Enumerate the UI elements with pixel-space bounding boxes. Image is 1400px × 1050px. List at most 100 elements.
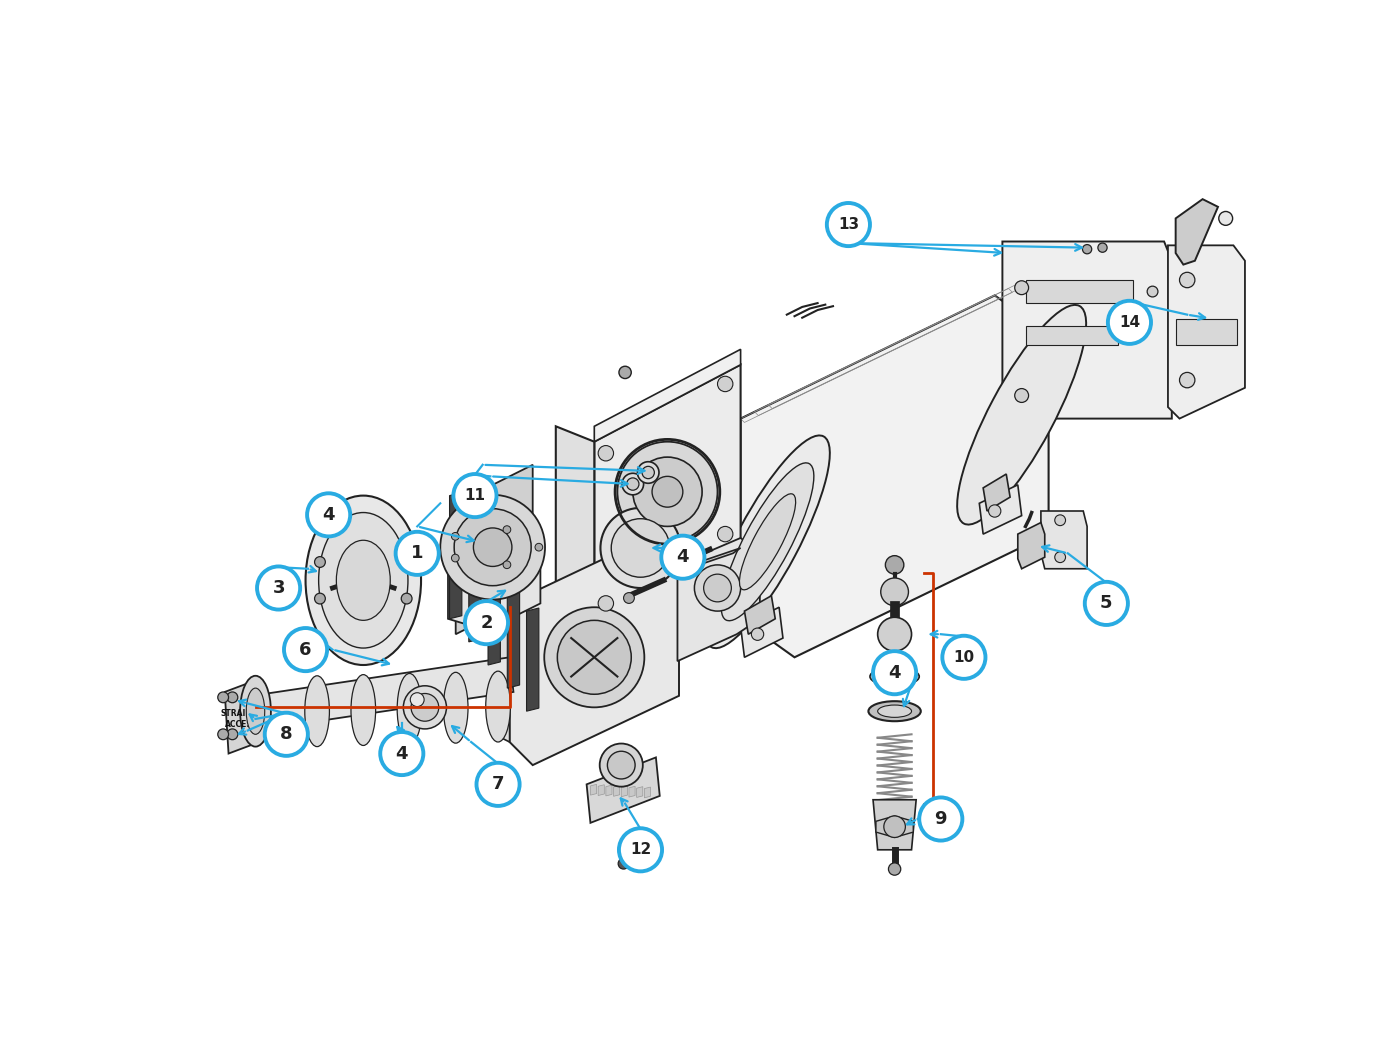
Text: 11: 11 <box>465 488 486 503</box>
Circle shape <box>218 692 228 702</box>
Circle shape <box>315 556 325 567</box>
Circle shape <box>265 713 308 756</box>
Circle shape <box>752 628 764 640</box>
Circle shape <box>503 561 511 569</box>
Polygon shape <box>741 295 1049 657</box>
Text: 2: 2 <box>480 613 493 632</box>
Circle shape <box>652 477 683 507</box>
Text: 7: 7 <box>491 775 504 794</box>
Text: 9: 9 <box>935 810 946 828</box>
Circle shape <box>227 692 238 702</box>
Circle shape <box>627 478 638 490</box>
Circle shape <box>315 593 325 604</box>
Circle shape <box>643 466 654 479</box>
Circle shape <box>1147 287 1158 297</box>
Circle shape <box>465 601 508 645</box>
Circle shape <box>599 743 643 786</box>
Polygon shape <box>876 816 913 838</box>
Text: 3: 3 <box>273 579 284 597</box>
Circle shape <box>1015 280 1029 295</box>
Circle shape <box>694 565 741 611</box>
Circle shape <box>473 528 512 566</box>
Circle shape <box>451 532 459 540</box>
Ellipse shape <box>305 496 421 665</box>
Ellipse shape <box>351 675 375 745</box>
Ellipse shape <box>336 541 391 621</box>
Polygon shape <box>745 595 776 634</box>
Polygon shape <box>489 550 500 665</box>
Circle shape <box>402 556 412 567</box>
Ellipse shape <box>739 494 795 590</box>
Polygon shape <box>1042 511 1086 569</box>
Polygon shape <box>510 534 679 765</box>
Polygon shape <box>629 786 636 797</box>
Ellipse shape <box>305 676 329 747</box>
Circle shape <box>827 203 869 246</box>
Text: STRAINER
ACCESS: STRAINER ACCESS <box>220 709 263 729</box>
Polygon shape <box>1176 318 1238 345</box>
Circle shape <box>619 858 629 869</box>
Text: 13: 13 <box>837 217 860 232</box>
Text: 4: 4 <box>676 548 689 566</box>
Circle shape <box>381 732 423 775</box>
Circle shape <box>454 474 497 518</box>
Ellipse shape <box>241 676 270 747</box>
Circle shape <box>617 442 717 542</box>
Circle shape <box>503 526 511 533</box>
Circle shape <box>633 457 703 526</box>
Circle shape <box>451 554 459 562</box>
Ellipse shape <box>486 671 511 742</box>
Circle shape <box>218 729 228 739</box>
Ellipse shape <box>878 705 911 717</box>
Polygon shape <box>587 757 659 823</box>
Polygon shape <box>678 538 760 662</box>
Text: 12: 12 <box>630 842 651 857</box>
Circle shape <box>258 566 300 610</box>
Polygon shape <box>591 784 596 795</box>
Circle shape <box>1098 243 1107 252</box>
Ellipse shape <box>612 519 669 578</box>
Circle shape <box>396 531 438 575</box>
Circle shape <box>637 462 659 483</box>
Text: 14: 14 <box>1119 315 1140 330</box>
Polygon shape <box>983 474 1011 511</box>
Circle shape <box>1082 245 1092 254</box>
Circle shape <box>598 595 613 611</box>
Polygon shape <box>613 785 620 796</box>
Circle shape <box>608 751 636 779</box>
Ellipse shape <box>721 463 813 621</box>
Circle shape <box>412 693 438 721</box>
Polygon shape <box>606 785 612 796</box>
Circle shape <box>889 863 900 876</box>
Circle shape <box>661 536 704 579</box>
Polygon shape <box>1025 280 1134 303</box>
Ellipse shape <box>246 688 265 734</box>
Circle shape <box>669 562 680 572</box>
Ellipse shape <box>869 668 920 686</box>
Polygon shape <box>507 580 519 688</box>
Polygon shape <box>594 364 741 627</box>
Polygon shape <box>679 554 703 564</box>
Circle shape <box>988 505 1001 518</box>
Circle shape <box>942 635 986 679</box>
Circle shape <box>1179 272 1196 288</box>
Polygon shape <box>741 607 783 657</box>
Circle shape <box>704 574 731 602</box>
Ellipse shape <box>444 672 468 743</box>
Circle shape <box>623 592 634 604</box>
Circle shape <box>410 693 424 707</box>
Circle shape <box>717 376 734 392</box>
Circle shape <box>557 621 631 694</box>
Circle shape <box>1107 300 1151 344</box>
Circle shape <box>622 474 644 495</box>
Circle shape <box>454 508 531 586</box>
Ellipse shape <box>398 673 421 744</box>
Circle shape <box>1015 388 1029 402</box>
Circle shape <box>403 686 447 729</box>
Circle shape <box>535 543 543 551</box>
Circle shape <box>284 628 328 671</box>
Ellipse shape <box>601 508 680 588</box>
Text: 8: 8 <box>280 726 293 743</box>
Ellipse shape <box>319 512 407 648</box>
Polygon shape <box>494 595 510 742</box>
